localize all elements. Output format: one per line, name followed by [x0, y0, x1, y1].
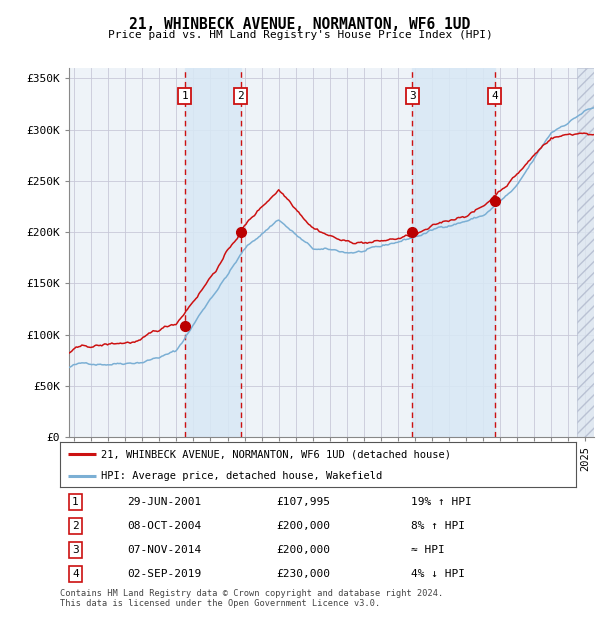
Text: 21, WHINBECK AVENUE, NORMANTON, WF6 1UD (detached house): 21, WHINBECK AVENUE, NORMANTON, WF6 1UD …	[101, 449, 451, 459]
Bar	[412, 68, 494, 437]
Text: 1: 1	[181, 91, 188, 101]
Text: 3: 3	[409, 91, 416, 101]
Text: £107,995: £107,995	[277, 497, 331, 507]
Text: 07-NOV-2014: 07-NOV-2014	[127, 545, 202, 555]
Text: 29-JUN-2001: 29-JUN-2001	[127, 497, 202, 507]
Text: 1: 1	[72, 497, 79, 507]
Text: 4% ↓ HPI: 4% ↓ HPI	[411, 569, 465, 579]
Text: HPI: Average price, detached house, Wakefield: HPI: Average price, detached house, Wake…	[101, 471, 383, 480]
Text: £230,000: £230,000	[277, 569, 331, 579]
Bar	[185, 68, 241, 437]
Text: 3: 3	[72, 545, 79, 555]
Text: ≈ HPI: ≈ HPI	[411, 545, 445, 555]
Text: 4: 4	[491, 91, 498, 101]
Text: £200,000: £200,000	[277, 545, 331, 555]
Text: £200,000: £200,000	[277, 521, 331, 531]
Text: Price paid vs. HM Land Registry's House Price Index (HPI): Price paid vs. HM Land Registry's House …	[107, 30, 493, 40]
Bar	[577, 68, 594, 437]
Text: 4: 4	[72, 569, 79, 579]
Text: Contains HM Land Registry data © Crown copyright and database right 2024.: Contains HM Land Registry data © Crown c…	[60, 589, 443, 598]
Text: 2: 2	[72, 521, 79, 531]
Text: 19% ↑ HPI: 19% ↑ HPI	[411, 497, 472, 507]
Text: This data is licensed under the Open Government Licence v3.0.: This data is licensed under the Open Gov…	[60, 599, 380, 608]
Text: 2: 2	[237, 91, 244, 101]
Text: 21, WHINBECK AVENUE, NORMANTON, WF6 1UD: 21, WHINBECK AVENUE, NORMANTON, WF6 1UD	[130, 17, 470, 32]
Text: 8% ↑ HPI: 8% ↑ HPI	[411, 521, 465, 531]
Text: 02-SEP-2019: 02-SEP-2019	[127, 569, 202, 579]
Text: 08-OCT-2004: 08-OCT-2004	[127, 521, 202, 531]
